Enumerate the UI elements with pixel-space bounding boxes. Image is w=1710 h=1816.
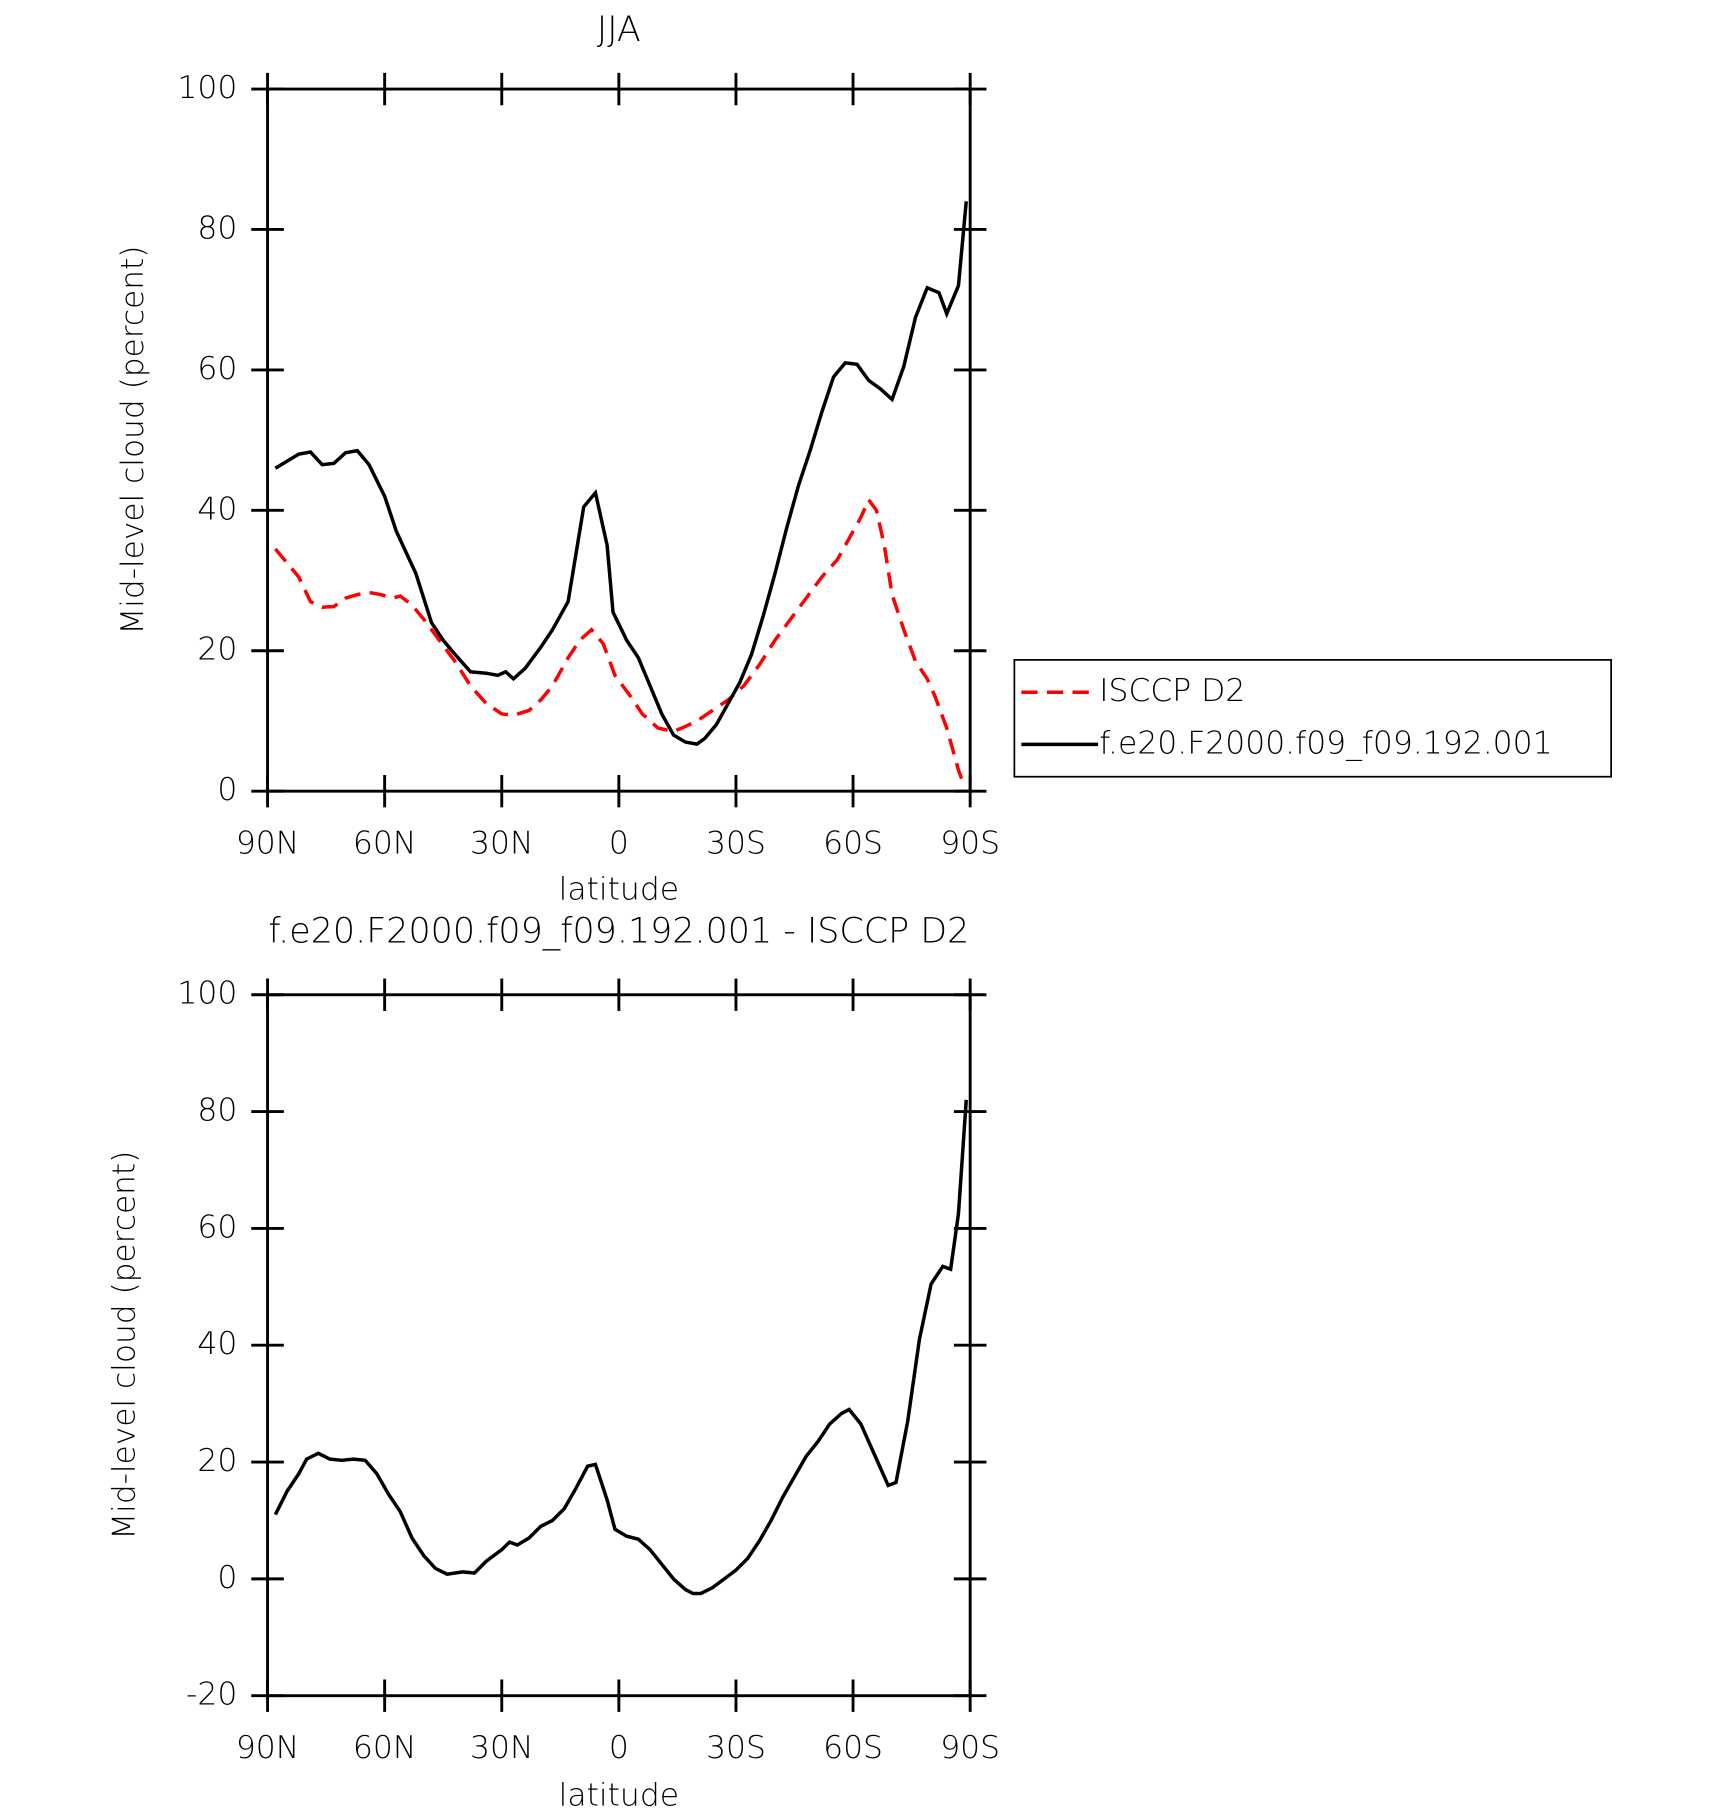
y-tick-label: 0 <box>217 772 237 808</box>
chart-title: JJA <box>597 10 641 50</box>
x-tick-label: 60S <box>823 825 883 861</box>
data-line <box>274 201 968 746</box>
x-tick-label: 30N <box>470 1730 533 1766</box>
x-tick-label: 30S <box>706 1730 766 1766</box>
x-tick-label: 90S <box>940 825 1000 861</box>
legend-label: ISCCP D2 <box>1099 673 1245 709</box>
y-tick-label: 80 <box>197 1093 237 1129</box>
x-tick-label: 30N <box>470 825 533 861</box>
y-tick-label: 40 <box>197 491 237 527</box>
plot-frame <box>266 87 972 793</box>
legend-box <box>1013 659 1612 778</box>
y-tick-label: 100 <box>177 976 237 1012</box>
x-tick-label: 0 <box>609 1730 629 1766</box>
chart-title: f.e20.F2000.f09_f09.192.001 - ISCCP D2 <box>268 911 969 951</box>
y-tick-label: 0 <box>217 1560 237 1596</box>
y-tick-label: 60 <box>197 351 237 387</box>
y-tick-label: 60 <box>197 1209 237 1245</box>
y-tick-label: -20 <box>186 1677 237 1713</box>
plot-frame <box>266 993 972 1698</box>
y-tick-label: 100 <box>177 70 237 106</box>
data-line <box>274 496 964 782</box>
x-tick-label: 90N <box>236 825 299 861</box>
x-axis-label: latitude <box>559 1777 679 1813</box>
y-tick-label: 20 <box>197 632 237 668</box>
x-tick-label: 30S <box>706 825 766 861</box>
x-tick-label: 90S <box>940 1730 1000 1766</box>
data-line <box>273 1099 969 1596</box>
x-axis-label: latitude <box>559 872 679 908</box>
x-tick-label: 60S <box>823 1730 883 1766</box>
x-tick-label: 0 <box>609 825 629 861</box>
x-tick-label: 60N <box>353 1730 416 1766</box>
x-tick-label: 90N <box>236 1730 299 1766</box>
y-axis-label: Mid-level cloud (percent) <box>107 1151 143 1540</box>
y-tick-label: 40 <box>197 1326 237 1362</box>
y-tick-label: 80 <box>197 211 237 247</box>
y-axis-label: Mid-level cloud (percent) <box>115 246 151 635</box>
y-tick-label: 20 <box>197 1443 237 1479</box>
legend-label: f.e20.F2000.f09_f09.192.001 <box>1099 725 1552 761</box>
x-tick-label: 60N <box>353 825 416 861</box>
